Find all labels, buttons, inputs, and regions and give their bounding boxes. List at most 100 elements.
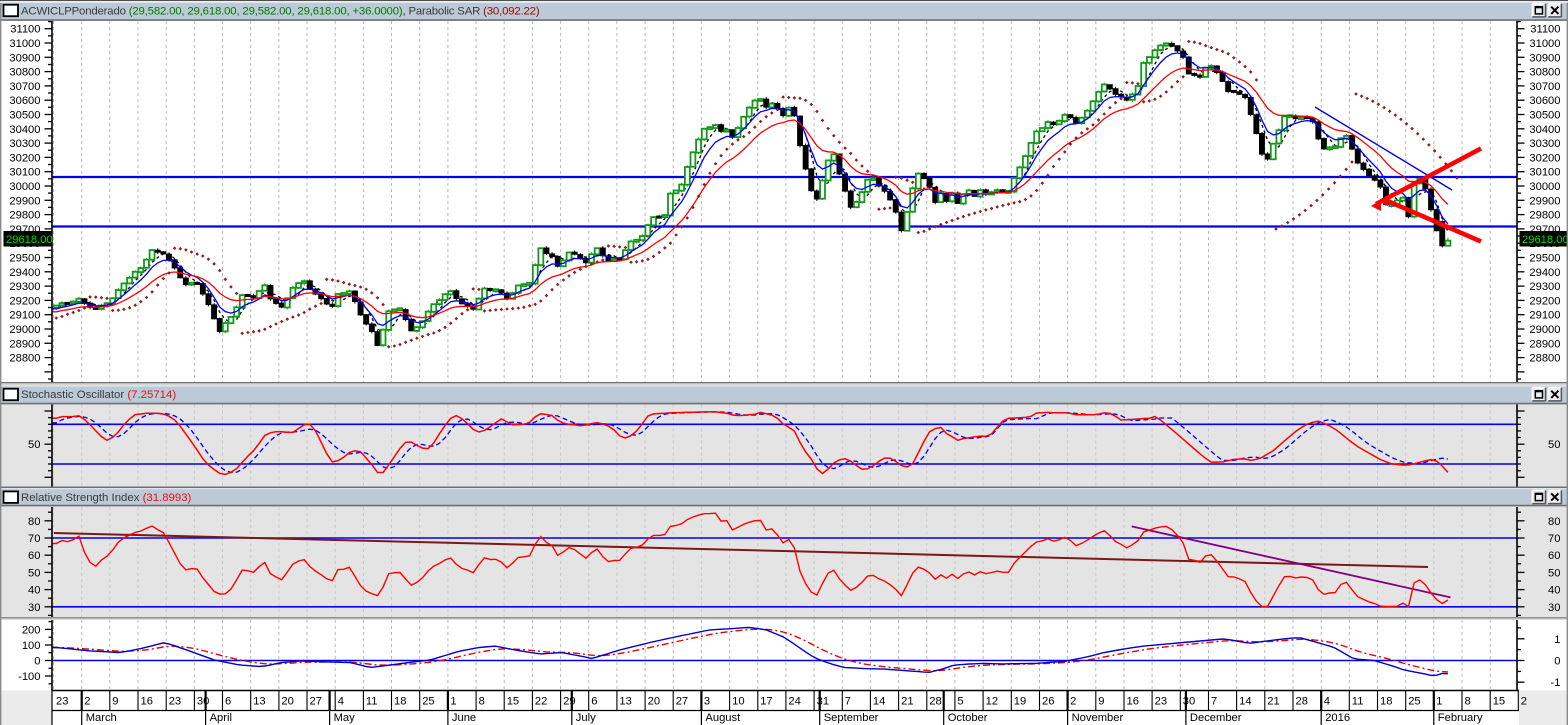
svg-text:30700: 30700 — [9, 81, 40, 93]
svg-text:March: March — [86, 712, 117, 724]
svg-text:28800: 28800 — [1529, 353, 1560, 365]
svg-text:31000: 31000 — [1529, 38, 1560, 50]
svg-text:2: 2 — [84, 696, 90, 708]
svg-text:31100: 31100 — [10, 24, 40, 36]
svg-text:9: 9 — [1098, 696, 1104, 708]
svg-text:30800: 30800 — [9, 67, 40, 79]
svg-text:29100: 29100 — [1529, 310, 1560, 322]
svg-text:February: February — [1438, 712, 1483, 724]
svg-text:50: 50 — [28, 567, 40, 579]
svg-text:7: 7 — [845, 696, 851, 708]
svg-text:25: 25 — [1408, 696, 1420, 708]
svg-text:30400: 30400 — [9, 124, 40, 136]
svg-text:1: 1 — [1436, 696, 1442, 708]
svg-text:29300: 29300 — [9, 281, 40, 293]
svg-text:-1: -1 — [1551, 677, 1561, 689]
svg-text:30600: 30600 — [1529, 95, 1560, 107]
svg-text:11: 11 — [366, 696, 378, 708]
svg-text:30: 30 — [28, 602, 40, 614]
svg-text:29500: 29500 — [9, 253, 40, 265]
svg-text:2: 2 — [1070, 696, 1076, 708]
svg-text:200: 200 — [22, 624, 41, 636]
svg-text:12: 12 — [986, 696, 998, 708]
svg-text:80: 80 — [28, 516, 40, 528]
svg-text:20: 20 — [281, 696, 293, 708]
svg-text:0: 0 — [34, 656, 40, 668]
svg-text:29900: 29900 — [9, 195, 40, 207]
svg-text:29800: 29800 — [1529, 210, 1560, 222]
svg-text:27: 27 — [310, 696, 322, 708]
svg-text:3: 3 — [704, 696, 710, 708]
svg-text:29618.00: 29618.00 — [1522, 234, 1568, 246]
svg-text:18: 18 — [394, 696, 406, 708]
svg-text:10: 10 — [732, 696, 744, 708]
svg-text:50: 50 — [28, 439, 40, 451]
svg-text:July: July — [576, 712, 596, 724]
svg-text:6: 6 — [591, 696, 597, 708]
svg-text:30200: 30200 — [9, 152, 40, 164]
svg-text:19: 19 — [1014, 696, 1026, 708]
svg-text:August: August — [705, 712, 741, 724]
svg-text:29618.00: 29618.00 — [6, 234, 53, 246]
svg-text:11: 11 — [1352, 696, 1364, 708]
svg-text:29900: 29900 — [1529, 195, 1560, 207]
svg-text:December: December — [1190, 712, 1242, 724]
svg-text:Relative Strength Index (31.89: Relative Strength Index (31.8993) — [21, 492, 192, 504]
svg-text:30500: 30500 — [1529, 110, 1560, 122]
svg-text:31: 31 — [817, 696, 829, 708]
svg-text:October: October — [948, 712, 988, 724]
svg-text:30500: 30500 — [9, 110, 40, 122]
svg-text:30100: 30100 — [9, 167, 40, 179]
svg-text:29100: 29100 — [9, 310, 40, 322]
svg-text:30: 30 — [1548, 602, 1560, 614]
svg-text:40: 40 — [28, 585, 40, 597]
svg-text:28800: 28800 — [9, 353, 40, 365]
svg-text:November: November — [1072, 712, 1124, 724]
svg-text:29400: 29400 — [1529, 267, 1560, 279]
svg-text:30900: 30900 — [1529, 52, 1560, 64]
svg-text:26: 26 — [1042, 696, 1054, 708]
svg-text:15: 15 — [507, 696, 519, 708]
svg-text:13: 13 — [619, 696, 631, 708]
svg-text:30000: 30000 — [1529, 181, 1560, 193]
svg-text:6: 6 — [225, 696, 231, 708]
svg-text:1: 1 — [1554, 634, 1560, 646]
svg-text:29400: 29400 — [9, 267, 40, 279]
svg-text:100: 100 — [22, 640, 41, 652]
svg-text:4: 4 — [1324, 696, 1330, 708]
svg-text:16: 16 — [1127, 696, 1139, 708]
svg-text:60: 60 — [1548, 550, 1560, 562]
svg-text:30: 30 — [197, 696, 209, 708]
svg-text:8: 8 — [479, 696, 485, 708]
svg-text:31000: 31000 — [9, 38, 40, 50]
svg-text:21: 21 — [1267, 696, 1279, 708]
svg-text:60: 60 — [28, 550, 40, 562]
svg-text:2: 2 — [1521, 696, 1527, 708]
svg-text:29800: 29800 — [9, 210, 40, 222]
svg-text:23: 23 — [56, 696, 68, 708]
svg-text:30100: 30100 — [1529, 167, 1560, 179]
svg-text:18: 18 — [1380, 696, 1392, 708]
svg-text:5: 5 — [957, 696, 963, 708]
svg-text:50: 50 — [1548, 439, 1560, 451]
svg-text:29200: 29200 — [9, 295, 40, 307]
svg-text:30000: 30000 — [9, 181, 40, 193]
svg-text:April: April — [210, 712, 232, 724]
svg-text:28: 28 — [929, 696, 941, 708]
svg-text:13: 13 — [253, 696, 265, 708]
svg-text:28: 28 — [1296, 696, 1308, 708]
svg-text:20: 20 — [648, 696, 660, 708]
svg-text:-100: -100 — [18, 671, 40, 683]
svg-text:29: 29 — [563, 696, 575, 708]
svg-text:70: 70 — [28, 533, 40, 545]
svg-text:September: September — [824, 712, 879, 724]
svg-text:28900: 28900 — [9, 338, 40, 350]
svg-text:29300: 29300 — [1529, 281, 1560, 293]
svg-text:29200: 29200 — [1529, 295, 1560, 307]
svg-text:0: 0 — [1554, 656, 1560, 668]
svg-text:29000: 29000 — [1529, 324, 1560, 336]
svg-text:9: 9 — [112, 696, 118, 708]
svg-text:80: 80 — [1548, 516, 1560, 528]
svg-text:30400: 30400 — [1529, 124, 1560, 136]
svg-text:15: 15 — [1493, 696, 1505, 708]
